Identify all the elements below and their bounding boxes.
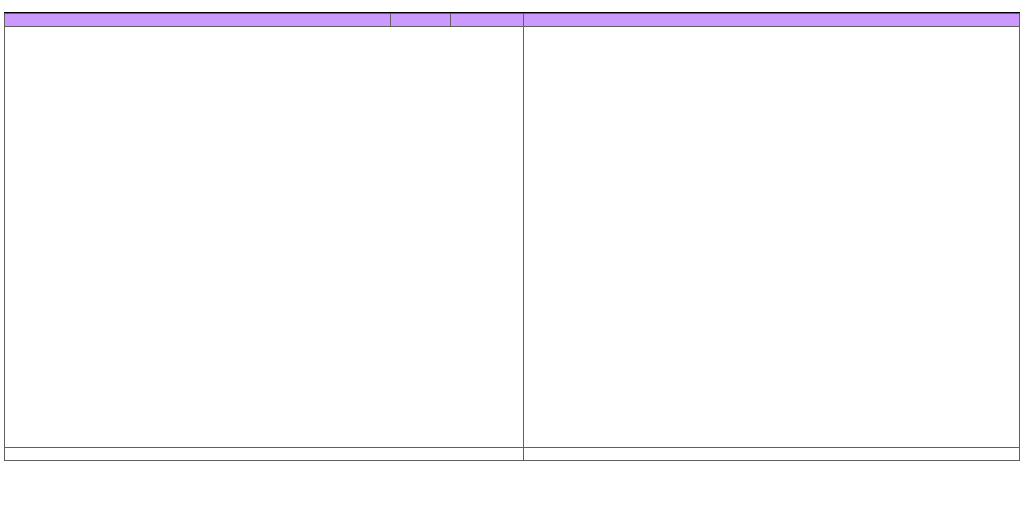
page-title [4, 4, 1020, 13]
section-header-row [5, 27, 1020, 448]
col-header-sum [391, 14, 451, 27]
grand-total-row [5, 448, 1020, 461]
col-header-name [5, 14, 391, 27]
col-header-work [451, 14, 523, 27]
section-header [5, 27, 524, 448]
col-header-total [523, 14, 1019, 27]
table-header-row [5, 14, 1020, 27]
diagram-cell [523, 27, 1019, 448]
cost-table [4, 13, 1020, 461]
wall-diagram [524, 27, 1019, 447]
grand-total [523, 448, 1019, 461]
